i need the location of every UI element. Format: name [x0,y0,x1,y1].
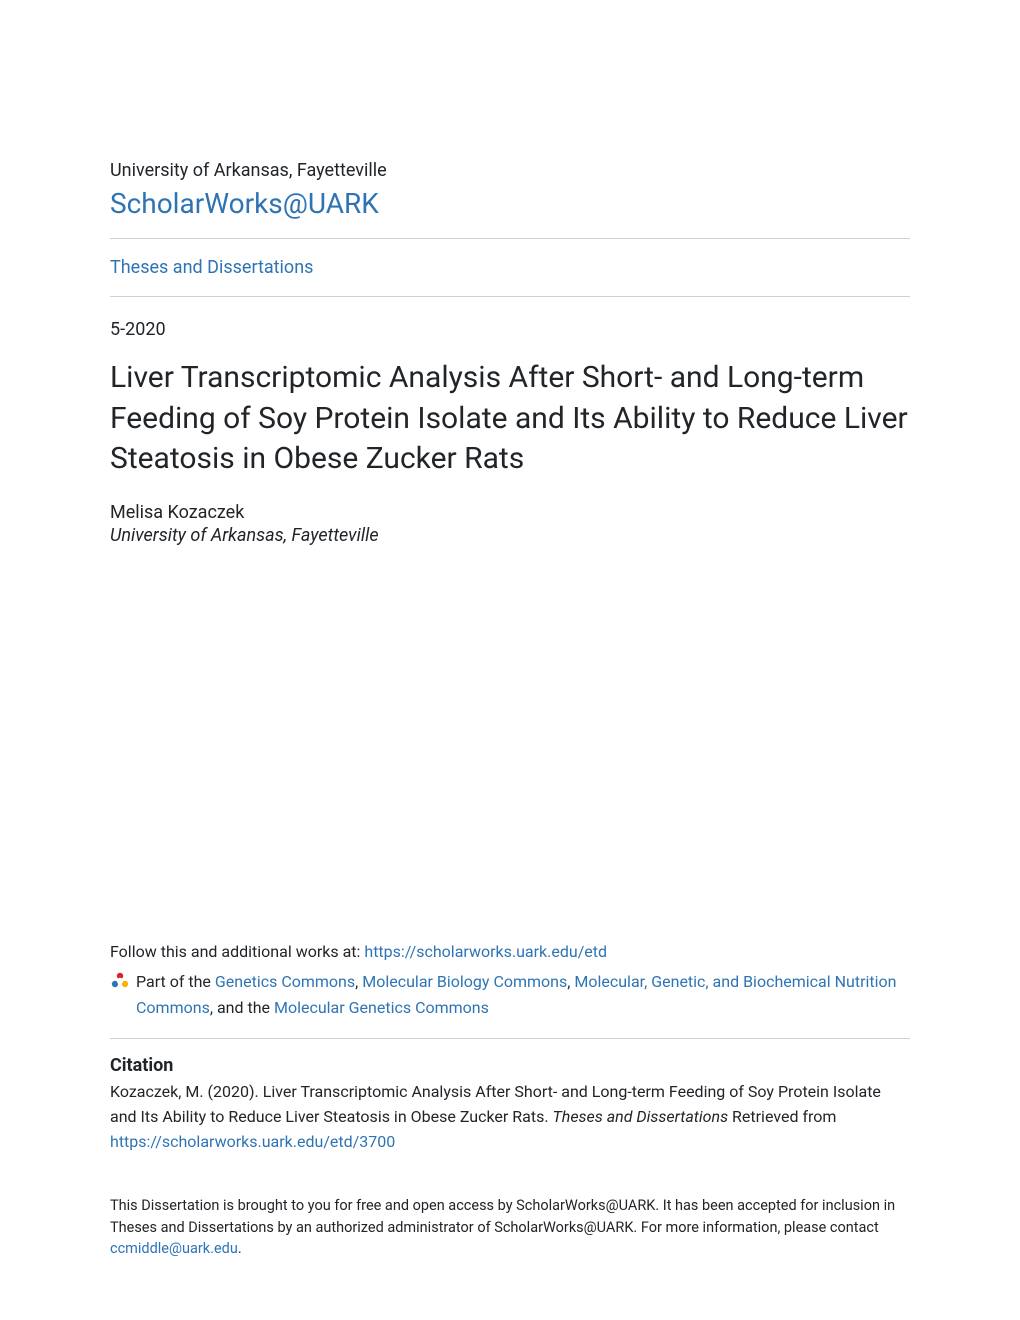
header-block: University of Arkansas, Fayetteville Sch… [110,160,910,546]
disclaimer-pre: This Dissertation is brought to you for … [110,1197,895,1236]
commons-link-genetics[interactable]: Genetics Commons [215,972,355,991]
citation-heading: Citation [110,1055,910,1076]
contact-email-link[interactable]: ccmiddle@uark.edu [110,1240,238,1257]
collection-link[interactable]: Theses and Dissertations [110,239,313,296]
author-name: Melisa Kozaczek [110,502,910,523]
commons-link-molecular-genetics[interactable]: Molecular Genetics Commons [274,998,489,1017]
commons-line: Part of the Genetics Commons, Molecular … [110,969,910,1020]
divider-bottom [110,296,910,297]
disclaimer-post: . [238,1240,242,1257]
citation-post: Retrieved from [728,1107,836,1126]
follow-prefix: Follow this and additional works at: [110,942,364,961]
commons-lead: Part of the [136,972,215,991]
disclaimer-text: This Dissertation is brought to you for … [110,1195,910,1260]
commons-link-molecular-biology[interactable]: Molecular Biology Commons [362,972,567,991]
publication-date: 5-2020 [110,319,910,340]
author-affiliation: University of Arkansas, Fayetteville [110,525,910,546]
citation-series: Theses and Dissertations [553,1107,729,1126]
divider-citation [110,1038,910,1039]
follow-url-link[interactable]: https://scholarworks.uark.edu/etd [364,942,607,961]
page-container: University of Arkansas, Fayetteville Sch… [110,160,910,1260]
commons-text: Part of the Genetics Commons, Molecular … [136,969,910,1020]
follow-line: Follow this and additional works at: htt… [110,942,910,961]
network-icon [110,971,130,999]
record-title: Liver Transcriptomic Analysis After Shor… [110,358,910,480]
lower-block: Follow this and additional works at: htt… [110,942,910,1260]
institution-name: University of Arkansas, Fayetteville [110,160,910,181]
commons-sep3: , and the [210,998,274,1017]
citation-text: Kozaczek, M. (2020). Liver Transcriptomi… [110,1080,910,1154]
citation-url-link[interactable]: https://scholarworks.uark.edu/etd/3700 [110,1132,395,1151]
repository-link[interactable]: ScholarWorks@UARK [110,187,379,220]
